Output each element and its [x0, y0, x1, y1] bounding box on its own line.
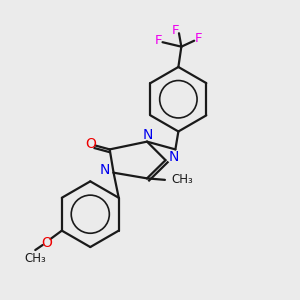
- Text: CH₃: CH₃: [172, 173, 193, 186]
- Text: F: F: [172, 24, 179, 37]
- Text: N: N: [142, 128, 153, 142]
- Text: O: O: [41, 236, 52, 250]
- Text: F: F: [195, 32, 202, 45]
- Text: N: N: [100, 163, 110, 177]
- Text: CH₃: CH₃: [24, 252, 46, 265]
- Text: N: N: [169, 150, 179, 164]
- Text: F: F: [154, 34, 162, 47]
- Text: O: O: [85, 137, 96, 151]
